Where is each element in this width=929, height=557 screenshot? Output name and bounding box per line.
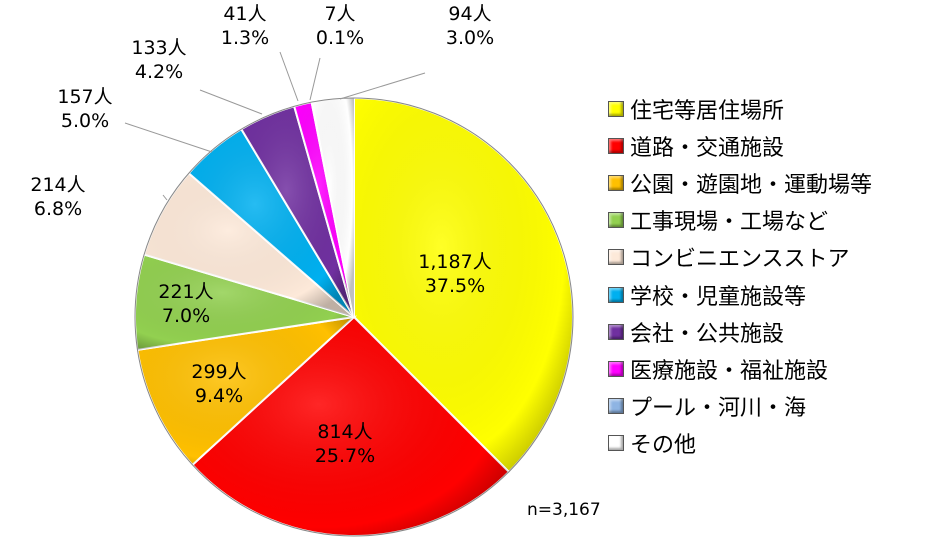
- legend-item-8: 医療施設・福祉施設: [608, 350, 928, 387]
- legend-label: プール・河川・海: [630, 396, 807, 422]
- legend-label: 会社・公共施設: [630, 321, 785, 347]
- legend-swatch: [608, 100, 624, 117]
- legend-label: 公園・遊園地・運動場等: [630, 172, 873, 198]
- legend-item-2: 道路・交通施設: [608, 127, 928, 164]
- slice-8-shading: [294, 102, 354, 317]
- slice-10-shading: [312, 98, 354, 317]
- legend: 住宅等居住場所 道路・交通施設公園・遊園地・運動場等 工事現場・工場など コンビニエン…: [608, 90, 928, 462]
- slice-1-percent-label: 37.5%: [425, 275, 485, 297]
- legend-swatch: [608, 435, 624, 452]
- slice-7-count-label: 133人: [131, 37, 186, 59]
- slice-4-percent-label: 7.0%: [162, 305, 210, 327]
- slice-5-shading: [144, 173, 354, 317]
- slice-1-shading: [354, 98, 573, 472]
- slice-6-shading: [188, 129, 354, 317]
- legend-label: その他: [630, 433, 697, 459]
- legend-item-4: 工事現場・工場など: [608, 202, 928, 239]
- legend-item-10: その他: [608, 425, 928, 462]
- legend-swatch: [608, 212, 624, 229]
- legend-label: 学校・児童施設等: [630, 284, 807, 310]
- total-count-label: n=3,167: [527, 500, 601, 520]
- legend-item-7: 会社・公共施設: [608, 313, 928, 350]
- slice-4-count-label: 221人: [158, 281, 213, 303]
- legend-swatch: [608, 286, 624, 303]
- slice-5-leader-line: [162, 194, 168, 201]
- legend-label: 医療施設・福祉施設: [630, 358, 829, 384]
- slice-6-leader-line: [124, 122, 213, 153]
- legend-swatch: [608, 137, 624, 154]
- slice-6-percent-label: 5.0%: [61, 110, 109, 132]
- slice-5-percent-label: 6.8%: [34, 198, 82, 220]
- slice-6-count-label: 157人: [57, 86, 112, 108]
- slice-10-percent-label: 3.0%: [446, 27, 494, 49]
- slice-3-shading: [137, 317, 354, 465]
- legend-swatch: [608, 174, 624, 191]
- slice-10-count-label: 94人: [448, 3, 491, 25]
- slice-3-count-label: 299人: [191, 361, 246, 383]
- slice-9-percent-label: 0.1%: [316, 27, 364, 49]
- legend-item-5: コンビニエンスストア: [608, 239, 928, 276]
- slices-layer: [134, 96, 574, 537]
- slice-2-percent-label: 25.7%: [315, 445, 375, 467]
- legend-label: コンビニエンスストア: [630, 247, 850, 273]
- legend-label: 工事現場・工場など: [630, 210, 829, 236]
- slice-1-count-label: 1,187人: [418, 251, 491, 273]
- slice-8-percent-label: 1.3%: [221, 27, 269, 49]
- legend-item-9: プール・河川・海: [608, 388, 928, 425]
- slice-9-count-label: 7人: [324, 3, 355, 25]
- legend-swatch: [608, 323, 624, 340]
- legend-swatch: [608, 360, 624, 377]
- pie-rim: [134, 97, 574, 537]
- slice-2-count-label: 814人: [317, 421, 372, 443]
- legend-swatch: [608, 398, 624, 415]
- slice-4-shading: [135, 254, 354, 350]
- slice-10-leader-line: [339, 72, 426, 100]
- slice-8-leader-line: [279, 51, 299, 102]
- legend-item-6: 学校・児童施設等: [608, 276, 928, 313]
- legend-label: 住宅等居住場所: [630, 98, 785, 124]
- leader-lines-layer: [124, 51, 426, 201]
- slice-5-count-label: 214人: [30, 174, 85, 196]
- slice-9-leader-line: [309, 57, 321, 101]
- slice-8-count-label: 41人: [223, 3, 266, 25]
- legend-item-1: 住宅等居住場所: [608, 90, 928, 127]
- legend-label: 道路・交通施設: [630, 135, 785, 161]
- slice-2-shading: [192, 317, 509, 536]
- slice-7-shading: [241, 106, 354, 317]
- slice-7-leader-line: [199, 89, 263, 115]
- legend-item-3: 公園・遊園地・運動場等: [608, 164, 928, 201]
- slice-3-percent-label: 9.4%: [195, 385, 243, 407]
- slice-7-percent-label: 4.2%: [135, 61, 183, 83]
- legend-swatch: [608, 249, 624, 266]
